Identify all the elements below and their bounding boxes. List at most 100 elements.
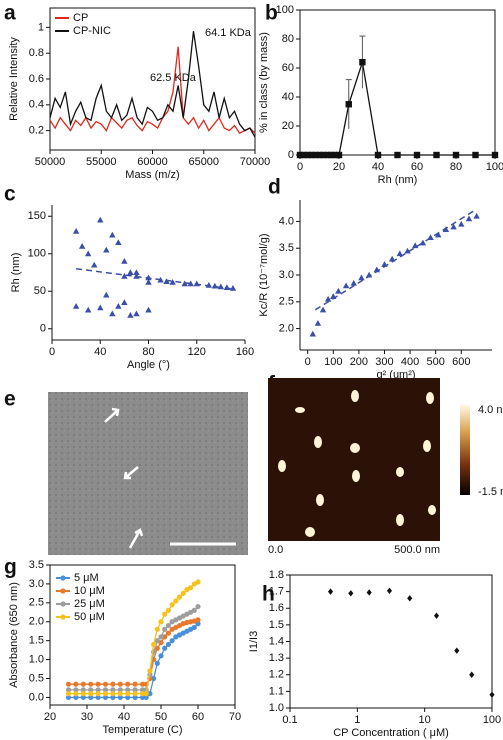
x-tick-label: 400 bbox=[401, 356, 419, 368]
x-tick-label: 70000 bbox=[240, 156, 271, 168]
marker bbox=[211, 282, 219, 289]
marker bbox=[147, 668, 153, 674]
x-axis-label: q² (um²) bbox=[376, 369, 415, 381]
marker bbox=[125, 681, 131, 687]
marker bbox=[133, 310, 140, 317]
y-tick-label: 3.5 bbox=[29, 559, 44, 571]
legend-label: CP-NIC bbox=[73, 25, 111, 37]
marker bbox=[88, 691, 94, 697]
marker bbox=[72, 228, 80, 234]
x-tick-label: 0 bbox=[305, 356, 311, 368]
marker bbox=[117, 687, 123, 693]
marker bbox=[102, 687, 109, 693]
plot-frame bbox=[289, 574, 493, 709]
marker bbox=[458, 220, 465, 227]
marker bbox=[95, 691, 101, 697]
marker bbox=[335, 287, 342, 294]
marker bbox=[427, 234, 434, 241]
marker bbox=[491, 151, 499, 159]
panel-letter: h bbox=[262, 583, 275, 606]
marker bbox=[80, 687, 86, 693]
marker bbox=[309, 330, 316, 337]
marker bbox=[95, 681, 101, 687]
marker bbox=[165, 641, 171, 648]
y-tick-label: 2.5 bbox=[29, 597, 44, 609]
y-tick-label: 80 bbox=[282, 33, 294, 45]
y-tick-label: 1.1 bbox=[269, 685, 284, 697]
marker bbox=[151, 641, 157, 648]
y-tick-label: 20 bbox=[282, 120, 294, 132]
x-tick-label: 100 bbox=[486, 161, 503, 173]
panel-letter: e bbox=[4, 388, 16, 411]
marker bbox=[407, 595, 413, 602]
series-line bbox=[68, 619, 199, 685]
marker bbox=[365, 271, 373, 278]
marker bbox=[327, 588, 334, 595]
marker bbox=[88, 694, 94, 701]
y-tick-label: 0 bbox=[40, 323, 46, 335]
marker bbox=[165, 622, 171, 629]
marker bbox=[88, 687, 94, 693]
marker bbox=[84, 306, 92, 313]
y-tick-label: 50 bbox=[34, 285, 46, 297]
marker bbox=[109, 231, 116, 238]
y-tick-label: 0.4 bbox=[29, 99, 44, 111]
marker bbox=[145, 306, 152, 313]
marker bbox=[65, 681, 72, 687]
marker bbox=[473, 212, 480, 219]
panel-letter: b bbox=[265, 2, 278, 25]
marker bbox=[115, 303, 122, 309]
marker bbox=[374, 151, 382, 159]
marker bbox=[95, 687, 101, 693]
arrows bbox=[104, 407, 144, 549]
marker bbox=[102, 694, 109, 701]
marker bbox=[154, 660, 160, 666]
marker bbox=[139, 681, 146, 687]
marker bbox=[158, 619, 164, 625]
marker bbox=[324, 151, 331, 159]
y-tick-label: 0.5 bbox=[29, 672, 44, 684]
marker bbox=[404, 247, 411, 254]
marker bbox=[151, 675, 157, 682]
marker bbox=[132, 681, 138, 687]
legend-label: 10 μM bbox=[74, 585, 105, 597]
y-axis-label: Absorbance (650 nm) bbox=[8, 582, 20, 688]
afm-image bbox=[268, 378, 440, 541]
plot-frame bbox=[299, 9, 496, 156]
y-tick-label: 0.2 bbox=[29, 125, 44, 137]
y-axis-label: Relative Intensity bbox=[8, 37, 20, 121]
marker bbox=[388, 255, 396, 262]
x-tick-label: 40 bbox=[118, 711, 130, 723]
marker bbox=[442, 226, 450, 233]
marker bbox=[110, 687, 116, 693]
colorbar-label: -1.5 nm bbox=[478, 486, 503, 498]
x-tick-label: 55000 bbox=[86, 156, 117, 168]
colorbar bbox=[460, 405, 470, 495]
marker bbox=[145, 279, 152, 285]
marker bbox=[176, 594, 183, 600]
marker bbox=[73, 687, 79, 693]
marker bbox=[229, 285, 237, 291]
marker bbox=[319, 306, 327, 313]
marker bbox=[454, 647, 460, 654]
marker bbox=[328, 151, 335, 159]
y-tick-label: 3.5 bbox=[279, 242, 294, 254]
x-tick-label: 500 bbox=[427, 356, 445, 368]
marker bbox=[324, 295, 332, 302]
marker bbox=[330, 293, 337, 299]
marker bbox=[188, 585, 194, 591]
legend-label: CP bbox=[73, 12, 88, 24]
marker bbox=[125, 694, 131, 701]
legend-label: 5 μM bbox=[74, 572, 99, 584]
y-tick-label: 1.6 bbox=[269, 602, 284, 614]
legend-label: 50 μM bbox=[74, 611, 105, 623]
x-tick-label: 300 bbox=[375, 356, 393, 368]
marker bbox=[191, 607, 197, 614]
marker bbox=[162, 626, 168, 632]
series-line bbox=[49, 46, 256, 135]
y-tick-label: 2.0 bbox=[279, 322, 294, 334]
marker bbox=[125, 687, 131, 693]
marker bbox=[91, 261, 98, 268]
y-tick-label: 4.0 bbox=[279, 215, 294, 227]
